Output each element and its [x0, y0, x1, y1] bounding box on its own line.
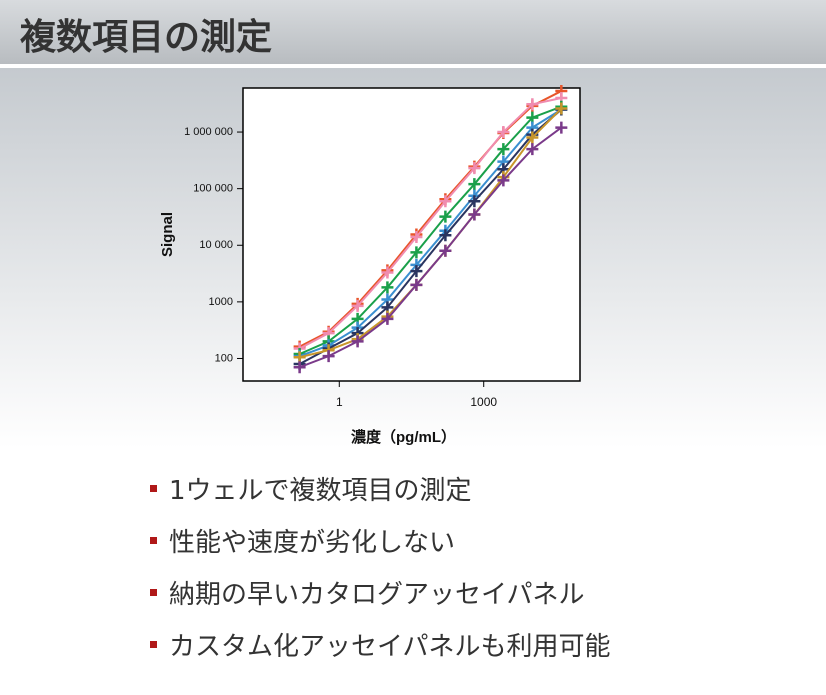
data-point: [351, 299, 364, 312]
data-point: [381, 266, 394, 279]
x-tick-label: 1000: [470, 395, 497, 409]
y-tick-label: 100 000: [193, 183, 233, 195]
bullet-marker: [150, 588, 157, 596]
data-point: [526, 143, 539, 156]
bullet-marker: [150, 484, 157, 492]
data-point: [293, 361, 306, 374]
data-point: [410, 278, 423, 291]
data-point: [410, 230, 423, 243]
y-tick-label: 100: [215, 352, 233, 364]
series-line: [299, 108, 562, 365]
y-tick-label: 1 000 000: [184, 126, 233, 138]
bullet-text: カスタム化アッセイパネルも利用可能: [169, 631, 611, 662]
bullet-item: 1ウェルで複数項目の測定: [150, 462, 610, 514]
data-point: [322, 350, 335, 363]
data-point: [526, 131, 539, 144]
bullet-marker: [150, 536, 157, 544]
series-line: [299, 108, 562, 358]
title: 複数項目の測定: [20, 17, 273, 58]
bullet-item: 性能や速度が劣化しない: [150, 514, 610, 566]
data-point: [410, 265, 423, 278]
data-point: [468, 162, 481, 175]
bullet-marker: [150, 640, 157, 648]
chart: 100 1000 10 000 100 000 1 000 000 1 1000 濃度（pg/…: [159, 85, 581, 446]
data-point: [439, 244, 452, 257]
series-line: [299, 96, 562, 350]
bullet-item: 納期の早いカタログアッセイパネル: [150, 566, 610, 618]
data-point: [439, 195, 452, 208]
data-point: [468, 208, 481, 221]
series-line: [299, 105, 562, 355]
y-axis-label: Signal: [159, 212, 176, 257]
data-point: [497, 126, 510, 139]
data-point: [555, 121, 568, 134]
data-point: [381, 281, 394, 294]
bullet-list: 1ウェルで複数項目の測定 性能や速度が劣化しない納期の早いカタログアッセイパネルカ…: [150, 462, 610, 670]
data-point: [497, 174, 510, 187]
x-axis-label: 濃度（pg/mL）: [351, 428, 456, 446]
data-point: [526, 98, 539, 111]
data-point: [439, 229, 452, 242]
x-tick-label: 1: [336, 395, 343, 409]
data-point: [439, 210, 452, 223]
data-point: [555, 102, 568, 115]
data-point: [381, 312, 394, 325]
bullet-text: 性能や速度が劣化しない: [169, 527, 456, 558]
title-bar: 複数項目の測定: [0, 0, 826, 64]
bullet-text: 1ウェルで複数項目の測定: [169, 475, 472, 506]
data-point: [468, 178, 481, 191]
data-point: [410, 246, 423, 259]
series-line: [299, 126, 562, 369]
y-tick-label: 10 000: [199, 239, 233, 251]
bullet-text: 納期の早いカタログアッセイパネル: [169, 579, 585, 610]
data-point: [468, 195, 481, 208]
y-tick-label: 1000: [209, 296, 233, 308]
bullet-item: カスタム化アッセイパネルも利用可能: [150, 618, 610, 670]
data-point: [497, 143, 510, 156]
data-point: [351, 335, 364, 348]
